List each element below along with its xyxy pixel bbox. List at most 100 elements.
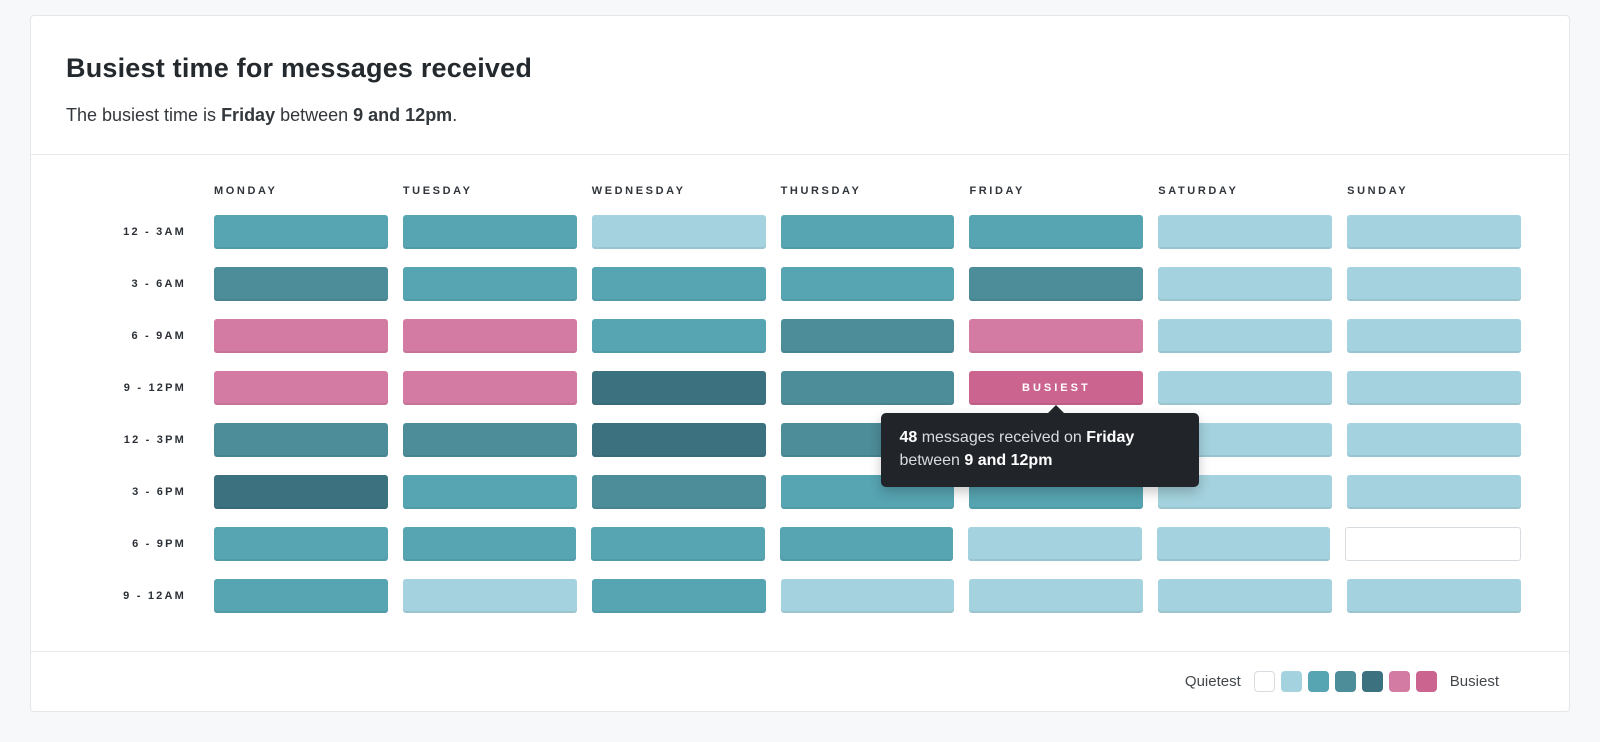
legend-swatch <box>1280 671 1302 692</box>
header-divider <box>31 154 1569 155</box>
heatmap-cell[interactable] <box>214 579 388 613</box>
heatmap-cell[interactable] <box>214 371 388 405</box>
heatmap-row: 3 - 6PM <box>66 475 1522 509</box>
legend-footer: Quietest Busiest <box>31 651 1569 711</box>
heatmap-cell[interactable] <box>1158 371 1333 405</box>
tooltip-between-text: between <box>899 452 960 469</box>
heatmap-cell[interactable] <box>1347 475 1522 509</box>
heatmap-cell[interactable] <box>1158 579 1333 613</box>
day-header: TUESDAY <box>402 185 473 197</box>
time-label: 12 - 3AM <box>123 226 186 238</box>
heatmap-row: 6 - 9PM <box>66 527 1522 561</box>
card-header: Busiest time for messages received The b… <box>31 16 1569 154</box>
heatmap-cell[interactable] <box>1347 579 1522 613</box>
heatmap-row: 3 - 6AM <box>66 267 1522 301</box>
heatmap-cell[interactable] <box>1345 527 1522 561</box>
heatmap-cell[interactable] <box>779 527 954 561</box>
subtitle-lead: The busiest time is <box>66 105 222 125</box>
heatmap-row: 12 - 3AM <box>66 215 1522 249</box>
legend-swatch <box>1361 671 1383 692</box>
day-header: SATURDAY <box>1158 185 1239 197</box>
time-label: 6 - 9PM <box>132 538 186 550</box>
heatmap-cell[interactable] <box>1158 319 1333 353</box>
heatmap-cell[interactable] <box>402 371 577 405</box>
day-header: WEDNESDAY <box>591 185 686 197</box>
day-header: MONDAY <box>214 185 278 197</box>
time-label: 9 - 12PM <box>123 382 186 394</box>
heatmap-cell[interactable] <box>780 371 955 405</box>
tooltip-received-text: messages received on <box>921 429 1082 446</box>
heatmap-row: 9 - 12AM <box>66 579 1522 613</box>
heatmap-cell[interactable] <box>214 319 388 353</box>
heatmap-cell[interactable] <box>1347 319 1522 353</box>
tooltip-day: Friday <box>1086 429 1135 446</box>
heatmap-cell[interactable] <box>780 267 955 301</box>
heatmap-cell[interactable] <box>591 215 766 249</box>
heatmap-cell[interactable] <box>591 579 766 613</box>
busiest-time-card: Busiest time for messages received The b… <box>30 15 1570 712</box>
time-label: 12 - 3PM <box>123 434 186 446</box>
heatmap-cell[interactable] <box>402 319 577 353</box>
heatmap-row: 6 - 9AM <box>66 319 1522 353</box>
tooltip-arrow-icon <box>1047 405 1066 414</box>
heatmap-cell[interactable] <box>214 215 388 249</box>
busiest-tooltip: 48 messages received on Friday between 9… <box>881 405 1200 487</box>
legend-swatches <box>1253 671 1437 692</box>
heatmap-cell[interactable] <box>969 319 1144 353</box>
legend-swatch <box>1415 671 1437 692</box>
heatmap-cell[interactable] <box>1158 267 1333 301</box>
time-label: 3 - 6AM <box>131 278 186 290</box>
day-header: THURSDAY <box>780 185 862 197</box>
heatmap-cell[interactable] <box>214 475 388 509</box>
subtitle-day: Friday <box>221 105 276 125</box>
subtitle-mid: between <box>275 105 354 125</box>
heatmap-cell[interactable] <box>969 579 1144 613</box>
time-label: 9 - 12AM <box>123 590 186 602</box>
legend-swatch <box>1307 671 1329 692</box>
heatmap-cell[interactable] <box>591 527 765 561</box>
heatmap-grid: MONDAY TUESDAY WEDNESDAY THURSDAY FRIDAY SATU… <box>31 155 1569 613</box>
heatmap-cell[interactable] <box>969 267 1144 301</box>
heatmap-cell[interactable] <box>214 423 388 457</box>
page-title: Busiest time for messages received <box>66 53 533 83</box>
heatmap-cell[interactable] <box>780 579 955 613</box>
legend-busiest-label: Busiest <box>1449 673 1499 690</box>
busiest-cell-label: BUSIEST <box>1022 382 1091 394</box>
time-label: 3 - 6PM <box>132 486 186 498</box>
heatmap-cell[interactable] <box>1158 215 1333 249</box>
heatmap-row: 12 - 3PM <box>66 423 1522 457</box>
time-label: 6 - 9AM <box>131 330 186 342</box>
heatmap-cell[interactable] <box>1347 371 1522 405</box>
heatmap-cell[interactable] <box>214 527 388 561</box>
heatmap-cell[interactable] <box>1347 215 1522 249</box>
day-header-row: MONDAY TUESDAY WEDNESDAY THURSDAY FRIDAY SATU… <box>66 185 1521 197</box>
heatmap-cell[interactable] <box>968 527 1142 561</box>
heatmap-cell[interactable] <box>591 371 766 405</box>
heatmap-cell[interactable] <box>402 423 577 457</box>
heatmap-cell[interactable] <box>780 319 955 353</box>
heatmap-cell[interactable] <box>402 527 577 561</box>
subtitle: The busiest time is Friday between 9 and… <box>66 105 1534 126</box>
heatmap-cell[interactable] <box>591 267 766 301</box>
heatmap-cell[interactable] <box>780 215 955 249</box>
heatmap-cell[interactable] <box>591 423 766 457</box>
heatmap-cell[interactable]: BUSIEST <box>969 371 1144 405</box>
heatmap-cell[interactable] <box>591 475 766 509</box>
heatmap-cell[interactable] <box>402 215 577 249</box>
heatmap-cell[interactable] <box>591 319 766 353</box>
heatmap-cell[interactable] <box>1156 527 1331 561</box>
legend-swatch <box>1388 671 1410 692</box>
heatmap-cell[interactable] <box>402 579 577 613</box>
tooltip-count: 48 <box>899 429 918 446</box>
heatmap-cell[interactable] <box>969 215 1144 249</box>
heatmap-cell[interactable] <box>402 267 577 301</box>
legend-quietest-label: Quietest <box>1184 673 1241 690</box>
heatmap-cell[interactable] <box>214 267 388 301</box>
heatmap-cell[interactable] <box>1347 423 1522 457</box>
day-header: SUNDAY <box>1347 185 1409 197</box>
subtitle-range: 9 and 12pm <box>353 105 453 125</box>
tooltip-range: 9 and 12pm <box>964 452 1053 469</box>
heatmap-cell[interactable] <box>1347 267 1522 301</box>
heatmap-cell[interactable] <box>402 475 577 509</box>
subtitle-end: . <box>452 105 458 125</box>
